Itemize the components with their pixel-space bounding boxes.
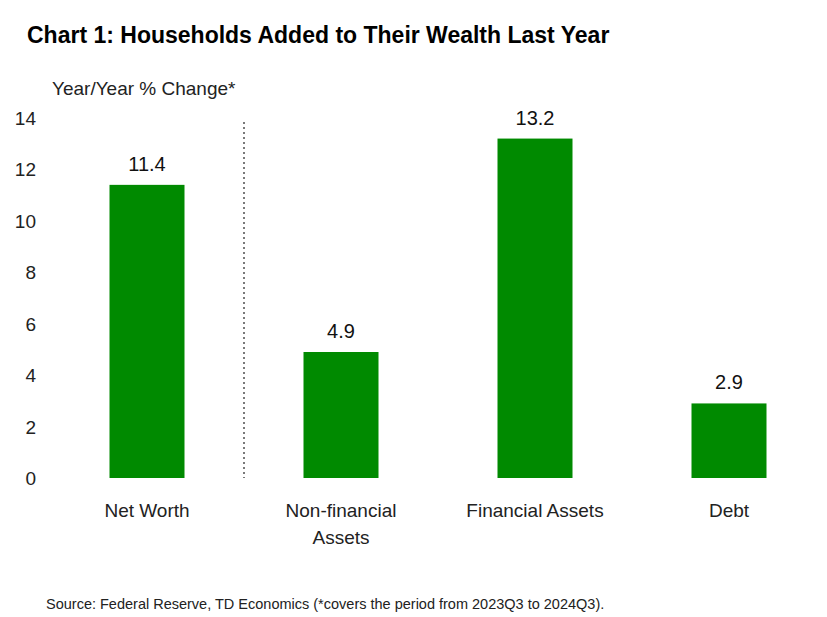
data-label: 11.4 — [128, 153, 165, 175]
y-axis-label: Year/Year % Change* — [52, 78, 235, 100]
source-note: Source: Federal Reserve, TD Economics (*… — [46, 596, 604, 612]
data-label: 4.9 — [327, 320, 355, 342]
y-tick-label: 8 — [25, 262, 36, 283]
bars — [110, 139, 767, 478]
bar — [498, 139, 573, 478]
bar — [304, 352, 379, 478]
bar — [692, 403, 767, 478]
x-tick-label: Debt — [649, 497, 809, 524]
y-tick-label: 0 — [25, 468, 36, 489]
chart-title: Chart 1: Households Added to Their Wealt… — [27, 22, 609, 49]
x-tick-label: Financial Assets — [455, 497, 615, 524]
separator — [243, 122, 244, 478]
y-tick-label: 2 — [25, 417, 36, 438]
y-tick-label: 4 — [25, 365, 36, 386]
data-label: 13.2 — [516, 107, 555, 129]
y-tick-label: 12 — [15, 159, 36, 180]
y-tick-label: 14 — [15, 108, 37, 129]
data-label: 2.9 — [715, 371, 743, 393]
bar — [110, 185, 185, 478]
chart-svg: 0 2 4 6 8 10 12 14 11.4 4.9 13.2 2.9 — [0, 0, 827, 617]
y-tick-label: 6 — [25, 314, 36, 335]
x-tick-label: Non-financial Assets — [261, 497, 421, 551]
x-tick-label: Net Worth — [67, 497, 227, 524]
y-tick-label: 10 — [15, 211, 36, 232]
